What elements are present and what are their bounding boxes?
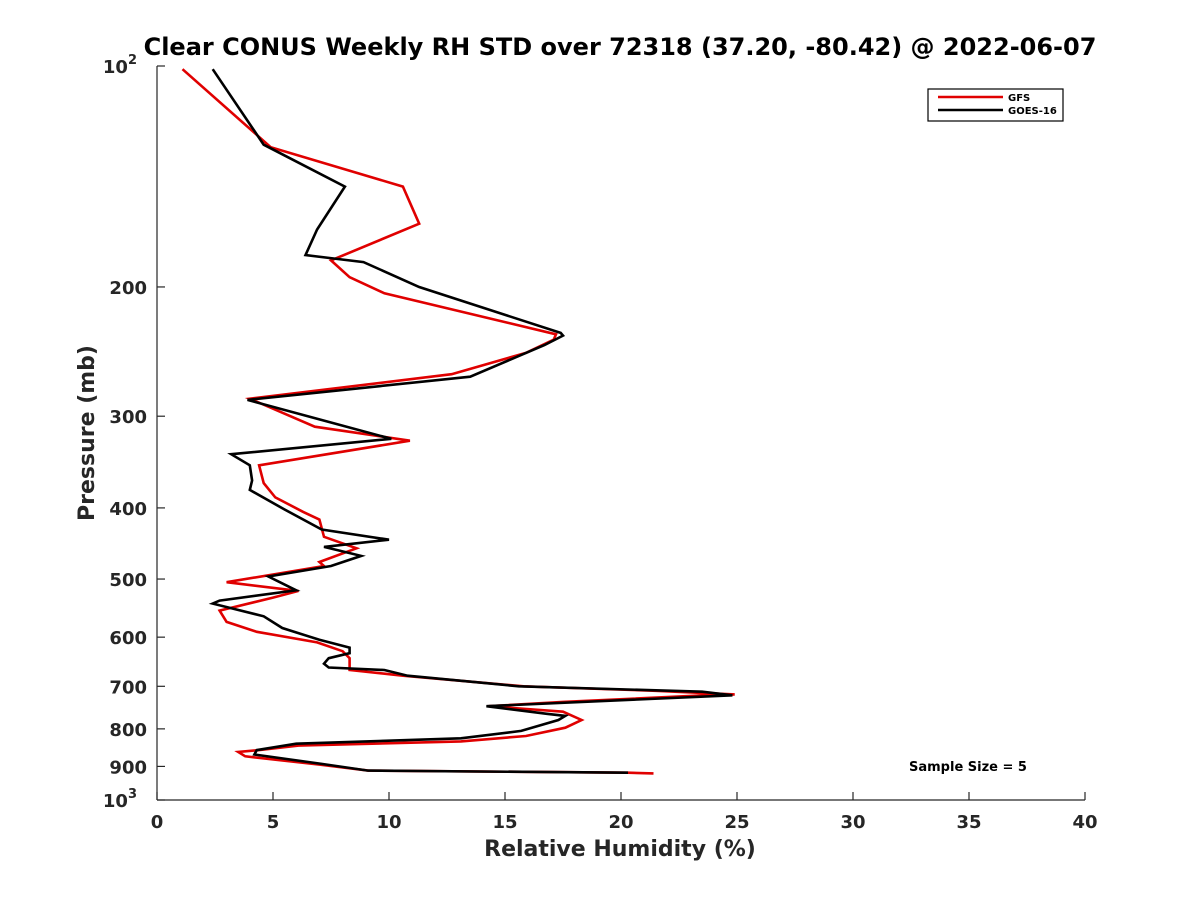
y-tick-label: 400 — [109, 499, 147, 520]
series-layer — [181, 68, 735, 775]
y-tick-label: 200 — [109, 278, 147, 299]
y-tick-label: 800 — [109, 720, 147, 741]
x-tick-label: 10 — [376, 812, 401, 833]
x-tick-label: 5 — [267, 812, 280, 833]
y-tick-label: 500 — [109, 570, 147, 591]
x-axis-label: Relative Humidity (%) — [484, 837, 756, 862]
x-tick-label: 15 — [492, 812, 517, 833]
x-tick-label: 25 — [724, 812, 749, 833]
x-tick-label: 20 — [608, 812, 633, 833]
y-axis-label: Pressure (mb) — [75, 345, 100, 521]
legend-label-goes-16: GOES-16 — [1008, 106, 1057, 117]
sample-size-annotation: Sample Size = 5 — [909, 760, 1027, 775]
series-line-goes-16 — [208, 68, 733, 774]
x-tick-label: 0 — [151, 812, 164, 833]
y-tick-label: 700 — [109, 677, 147, 698]
legend: GFS GOES-16 — [927, 88, 1064, 122]
y-tick-label: 900 — [109, 757, 147, 778]
legend-box — [927, 88, 1064, 122]
x-tick-label: 30 — [840, 812, 865, 833]
y-tick-label: 600 — [109, 628, 147, 649]
plot-area — [157, 66, 1085, 800]
chart-title: Clear CONUS Weekly RH STD over 72318 (37… — [144, 33, 1097, 61]
x-tick-label: 35 — [956, 812, 981, 833]
legend-label-gfs: GFS — [1008, 93, 1030, 104]
x-tick-label: 40 — [1072, 812, 1097, 833]
y-tick-label: 300 — [109, 407, 147, 428]
